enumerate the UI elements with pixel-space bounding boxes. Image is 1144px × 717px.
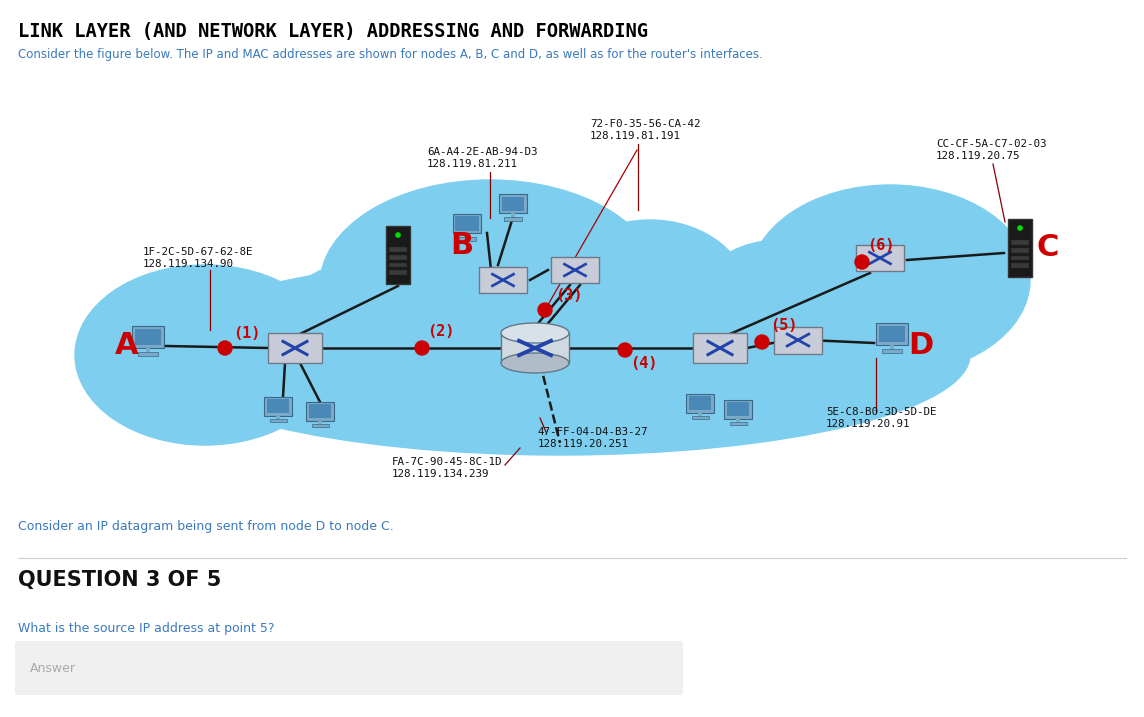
Text: CC-CF-5A-C7-02-03: CC-CF-5A-C7-02-03 (936, 139, 1047, 149)
FancyBboxPatch shape (693, 333, 747, 363)
Bar (311, 424, 328, 427)
FancyBboxPatch shape (499, 194, 527, 214)
Bar (389, 255, 406, 260)
Bar (698, 412, 701, 416)
Circle shape (538, 303, 553, 317)
Text: (4): (4) (630, 356, 658, 371)
Bar (277, 416, 279, 419)
Bar (1011, 263, 1028, 268)
Text: 128.119.81.211: 128.119.81.211 (427, 159, 518, 169)
Bar (890, 345, 893, 349)
FancyBboxPatch shape (386, 226, 411, 285)
Text: D: D (908, 331, 934, 359)
Circle shape (755, 335, 769, 349)
Text: (6): (6) (867, 239, 895, 254)
FancyBboxPatch shape (686, 394, 714, 412)
FancyBboxPatch shape (689, 397, 712, 410)
FancyBboxPatch shape (724, 400, 752, 419)
Ellipse shape (320, 180, 660, 390)
FancyBboxPatch shape (551, 257, 598, 283)
FancyBboxPatch shape (309, 404, 331, 418)
Text: A: A (116, 331, 138, 359)
Text: LINK LAYER (AND NETWORK LAYER) ADDRESSING AND FORWARDING: LINK LAYER (AND NETWORK LAYER) ADDRESSIN… (18, 22, 648, 41)
FancyBboxPatch shape (726, 402, 749, 416)
Ellipse shape (680, 240, 880, 420)
Circle shape (1017, 225, 1023, 231)
FancyBboxPatch shape (876, 323, 908, 345)
FancyBboxPatch shape (856, 244, 904, 271)
FancyBboxPatch shape (479, 267, 526, 293)
Bar (737, 419, 740, 422)
Text: What is the source IP address at point 5?: What is the source IP address at point 5… (18, 622, 275, 635)
Bar (1011, 248, 1028, 253)
FancyBboxPatch shape (501, 196, 524, 211)
Text: C: C (1036, 234, 1059, 262)
Text: Consider an IP datagram being sent from node D to node C.: Consider an IP datagram being sent from … (18, 520, 394, 533)
Circle shape (415, 341, 429, 355)
FancyBboxPatch shape (264, 397, 292, 416)
Ellipse shape (150, 255, 970, 455)
Bar (389, 262, 406, 267)
Bar (318, 421, 321, 424)
Ellipse shape (550, 220, 750, 380)
Bar (511, 214, 515, 217)
Ellipse shape (270, 260, 470, 420)
FancyBboxPatch shape (879, 326, 905, 342)
Text: 47-FF-04-D4-B3-27: 47-FF-04-D4-B3-27 (538, 427, 649, 437)
Circle shape (395, 232, 400, 238)
Bar (270, 419, 286, 422)
Text: 6A-A4-2E-AB-94-D3: 6A-A4-2E-AB-94-D3 (427, 147, 538, 157)
Bar (138, 352, 158, 356)
Bar (730, 422, 747, 425)
Text: Answer: Answer (30, 662, 76, 675)
FancyBboxPatch shape (268, 333, 321, 363)
Text: 72-F0-35-56-CA-42: 72-F0-35-56-CA-42 (590, 119, 700, 129)
Text: (5): (5) (770, 318, 797, 333)
Text: 128.119.134.239: 128.119.134.239 (392, 469, 490, 479)
Bar (505, 217, 522, 221)
Text: (2): (2) (427, 325, 454, 340)
FancyBboxPatch shape (773, 326, 823, 353)
Circle shape (618, 343, 631, 357)
FancyBboxPatch shape (1008, 219, 1032, 277)
Text: Consider the figure below. The IP and MAC addresses are shown for nodes A, B, C : Consider the figure below. The IP and MA… (18, 48, 763, 61)
Bar (1011, 255, 1028, 260)
Text: B: B (450, 232, 474, 260)
Ellipse shape (750, 185, 1030, 375)
Bar (458, 237, 476, 241)
FancyBboxPatch shape (267, 399, 289, 413)
Bar (389, 247, 406, 252)
Ellipse shape (76, 265, 335, 445)
Bar (466, 234, 469, 237)
Text: 128.119.134.90: 128.119.134.90 (143, 259, 235, 269)
Circle shape (219, 341, 232, 355)
Text: 128.119.20.91: 128.119.20.91 (826, 419, 911, 429)
Bar (389, 270, 406, 275)
Bar (882, 349, 901, 353)
Text: (1): (1) (233, 326, 261, 341)
FancyBboxPatch shape (132, 326, 164, 348)
Text: (3): (3) (555, 288, 582, 303)
Text: 5E-C8-B0-3D-5D-DE: 5E-C8-B0-3D-5D-DE (826, 407, 937, 417)
FancyBboxPatch shape (453, 214, 482, 234)
Text: FA-7C-90-45-8C-1D: FA-7C-90-45-8C-1D (392, 457, 502, 467)
Text: 128.119.81.191: 128.119.81.191 (590, 131, 681, 141)
FancyBboxPatch shape (135, 329, 161, 345)
Text: 128.119.20.75: 128.119.20.75 (936, 151, 1020, 161)
Ellipse shape (501, 353, 569, 373)
Text: 128.119.20.251: 128.119.20.251 (538, 439, 629, 449)
Text: 1F-2C-5D-67-62-8E: 1F-2C-5D-67-62-8E (143, 247, 254, 257)
Bar (501, 333, 569, 363)
Text: QUESTION 3 OF 5: QUESTION 3 OF 5 (18, 570, 222, 590)
Ellipse shape (501, 323, 569, 343)
Circle shape (855, 255, 869, 269)
FancyBboxPatch shape (455, 217, 478, 231)
FancyBboxPatch shape (15, 641, 683, 695)
Bar (691, 416, 708, 419)
FancyBboxPatch shape (307, 402, 334, 421)
Bar (1011, 240, 1028, 245)
Bar (146, 348, 150, 352)
